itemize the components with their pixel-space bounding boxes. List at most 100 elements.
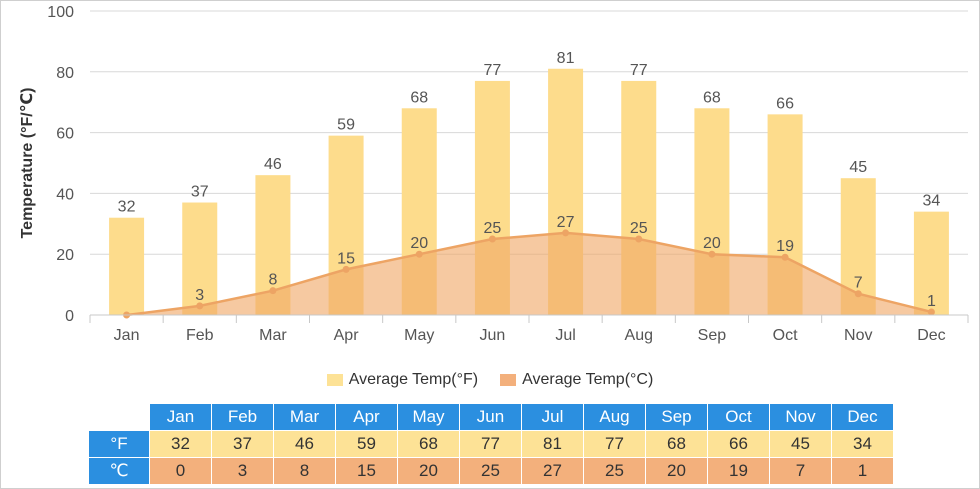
table-month-header: Jan	[149, 403, 212, 431]
table-cell-celsius: 25	[459, 457, 522, 485]
table-month-header: Jul	[521, 403, 584, 431]
table-month-header: Jun	[459, 403, 522, 431]
axes: 0 20 40 60 80 100 Jan Feb Mar Apr May Jun Jul Aug Sep O…	[47, 4, 969, 344]
area-fill-celsius	[126, 232, 932, 315]
point-celsius	[781, 253, 789, 261]
point-value-label: 25	[484, 220, 502, 237]
bar-fahrenheit	[109, 217, 145, 315]
y-tick-label: 40	[56, 186, 74, 203]
point-value-label: 1	[927, 293, 936, 310]
y-tick-label: 60	[56, 126, 74, 143]
y-tick-label: 80	[56, 65, 74, 82]
x-tick-label: Jul	[555, 327, 575, 344]
bar-value-label: 77	[630, 62, 648, 79]
table-month-header: Sep	[645, 403, 708, 431]
point-value-label: 15	[337, 250, 355, 267]
table-corner	[88, 403, 150, 431]
point-celsius	[854, 290, 862, 298]
table-month-header: Mar	[273, 403, 336, 431]
x-tick-label: Apr	[334, 327, 360, 344]
table-cell-celsius: 7	[769, 457, 832, 485]
table-cell-celsius: 20	[645, 457, 708, 485]
table-row-fahrenheit: °F 32 37 46 59 68 77 81 77 68 66 45 34	[88, 430, 894, 458]
table-cell-fahrenheit: 68	[397, 430, 460, 458]
bar-value-label: 34	[923, 193, 941, 210]
table-cell-fahrenheit: 68	[645, 430, 708, 458]
bar-value-label: 68	[703, 89, 721, 106]
celsius-area	[123, 229, 935, 319]
point-value-label: 8	[268, 272, 277, 289]
point-celsius	[342, 265, 350, 273]
table-cell-fahrenheit: 77	[459, 430, 522, 458]
bar-value-label: 68	[410, 89, 428, 106]
table-cell-celsius: 15	[335, 457, 398, 485]
point-value-label: 25	[630, 220, 648, 237]
bar-value-label: 37	[191, 184, 209, 201]
point-celsius	[196, 302, 204, 310]
table-cell-fahrenheit: 66	[707, 430, 770, 458]
point-celsius	[562, 229, 570, 237]
legend-label-celsius: Average Temp(°C)	[522, 371, 654, 388]
table-cell-fahrenheit: 59	[335, 430, 398, 458]
legend-item-fahrenheit[interactable]: Average Temp(°F)	[326, 371, 479, 389]
table-month-header: Apr	[335, 403, 398, 431]
point-value-label: 19	[776, 238, 794, 255]
point-celsius	[635, 235, 643, 243]
point-celsius	[488, 235, 496, 243]
row-label-fahrenheit: °F	[88, 430, 150, 458]
x-tick-label: Jun	[480, 327, 506, 344]
bar-value-label: 59	[337, 117, 355, 134]
x-tick-label: Feb	[186, 327, 214, 344]
x-tick-label: May	[404, 327, 434, 344]
table-month-header: Nov	[769, 403, 832, 431]
table-cell-celsius: 27	[521, 457, 584, 485]
grid-lines	[90, 10, 968, 255]
table-month-header: May	[397, 403, 460, 431]
bar-value-label: 45	[849, 159, 867, 176]
table-cell-celsius: 19	[707, 457, 770, 485]
bar-value-label: 66	[776, 95, 794, 112]
x-tick-label: Mar	[259, 327, 287, 344]
bar-fahrenheit	[182, 202, 218, 315]
legend-swatch-celsius	[500, 374, 517, 386]
bar-value-label: 46	[264, 156, 282, 173]
x-tick-label: Jan	[114, 327, 140, 344]
x-tick-label: Dec	[917, 327, 945, 344]
table-month-header: Aug	[583, 403, 646, 431]
table-month-header: Feb	[211, 403, 274, 431]
table-cell-celsius: 1	[831, 457, 894, 485]
table-month-header: Dec	[831, 403, 894, 431]
bar-fahrenheit	[913, 211, 949, 315]
table-cell-fahrenheit: 77	[583, 430, 646, 458]
point-celsius	[708, 250, 716, 258]
table-cell-fahrenheit: 37	[211, 430, 274, 458]
legend-label-fahrenheit: Average Temp(°F)	[348, 371, 479, 388]
bar-value-label: 81	[557, 50, 575, 67]
table-header-row: Jan Feb Mar Apr May Jun Jul Aug Sep Oct Nov Dec	[88, 403, 894, 431]
legend-swatch-fahrenheit	[326, 374, 343, 386]
y-axis-label: Temperature (°F/℃)	[19, 88, 36, 239]
line-celsius	[126, 231, 932, 317]
y-tick-label: 20	[56, 247, 74, 264]
temperature-chart: 32 37 46 59 68 77 81 77 68 66 45 34 3 8 15 20 25 27 25 20 19…	[19, 4, 969, 344]
table-cell-celsius: 8	[273, 457, 336, 485]
point-celsius	[927, 308, 935, 316]
table-cell-celsius: 25	[583, 457, 646, 485]
point-value-label: 20	[703, 235, 721, 252]
table-cell-fahrenheit: 45	[769, 430, 832, 458]
table-cell-fahrenheit: 81	[521, 430, 584, 458]
y-tick-label: 100	[47, 4, 74, 21]
point-value-label: 20	[410, 235, 428, 252]
bar-value-label: 32	[118, 199, 136, 216]
table-cell-celsius: 0	[149, 457, 212, 485]
point-value-label: 7	[854, 275, 863, 292]
point-value-label: 3	[195, 287, 204, 304]
x-tick-label: Sep	[698, 327, 727, 344]
bar-value-label: 77	[484, 62, 502, 79]
legend-item-celsius[interactable]: Average Temp(°C)	[500, 371, 653, 389]
fahrenheit-bars	[109, 68, 949, 315]
table-cell-celsius: 3	[211, 457, 274, 485]
y-tick-label: 0	[65, 308, 74, 325]
data-labels: 32 37 46 59 68 77 81 77 68 66 45 34 3 8 15 20 25 27 25 20 19…	[118, 50, 941, 310]
point-celsius	[269, 287, 277, 295]
